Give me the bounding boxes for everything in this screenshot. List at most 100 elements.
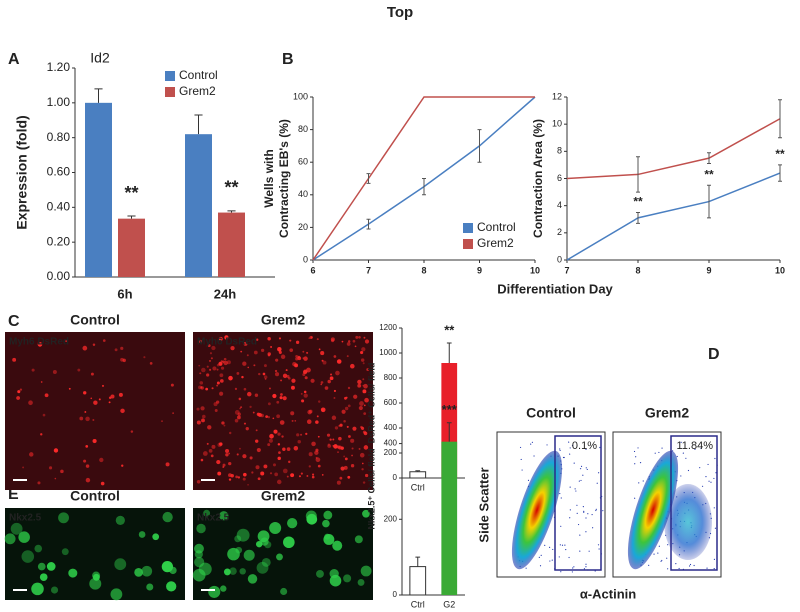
cell — [363, 412, 367, 416]
event — [560, 571, 562, 573]
cell — [31, 368, 35, 372]
cell — [321, 474, 324, 476]
event — [634, 497, 636, 499]
cell — [294, 420, 297, 422]
cell — [351, 447, 354, 450]
cell — [39, 573, 48, 581]
x-axis-title: α-Actinin — [580, 586, 636, 601]
cell — [236, 453, 239, 456]
event — [658, 545, 660, 547]
y-tick-label: 0.40 — [47, 200, 71, 214]
cell — [211, 444, 216, 449]
cell — [223, 360, 228, 366]
image-label: Nkx2.5 — [9, 513, 42, 524]
event — [533, 455, 535, 457]
cell — [149, 362, 153, 365]
cell — [251, 471, 254, 474]
cell — [200, 386, 203, 389]
cell — [198, 339, 202, 343]
cell — [79, 416, 84, 421]
cell — [353, 394, 358, 399]
event — [657, 552, 659, 554]
error-bar — [227, 210, 236, 213]
cell — [254, 393, 259, 397]
cell — [230, 345, 235, 351]
cell — [337, 451, 339, 453]
annotation: ** — [124, 183, 138, 203]
event — [688, 565, 691, 567]
cell — [316, 415, 319, 418]
cell — [198, 364, 201, 367]
cell — [347, 404, 351, 408]
cell — [296, 433, 300, 437]
cell — [219, 373, 224, 378]
cell — [343, 574, 352, 583]
cell — [216, 368, 219, 371]
cell — [219, 391, 224, 396]
cell — [210, 357, 213, 360]
cell — [118, 392, 123, 397]
cell — [208, 448, 213, 453]
image-title: Control — [70, 488, 120, 504]
event — [660, 560, 662, 562]
legend-swatch — [463, 239, 473, 249]
cell — [339, 476, 343, 480]
cell — [329, 376, 334, 381]
cell — [256, 561, 269, 574]
cell — [18, 531, 30, 543]
x-tick-label: 8 — [421, 265, 426, 275]
x-tick-label: 8 — [635, 265, 640, 275]
cell — [333, 389, 336, 393]
cell — [311, 475, 315, 479]
y-tick-label: 200 — [384, 514, 398, 523]
micrograph — [193, 508, 373, 600]
cell — [260, 348, 265, 353]
plot-title: Grem2 — [645, 405, 690, 421]
bar — [409, 566, 427, 596]
y-tick-label: 8 — [557, 146, 562, 156]
cell — [262, 372, 266, 376]
cell — [211, 387, 214, 390]
event — [580, 479, 582, 482]
y-axis-title: Wells with — [262, 149, 276, 207]
cell — [209, 359, 211, 362]
cell — [92, 438, 97, 444]
cell — [22, 466, 25, 469]
error-bar — [94, 88, 103, 103]
cell — [279, 396, 283, 400]
gate — [554, 435, 602, 571]
event — [582, 506, 584, 508]
cell — [54, 477, 57, 480]
y-tick-label: 200 — [384, 448, 398, 457]
x-tick-label: 6 — [310, 265, 315, 275]
cell — [246, 354, 249, 357]
cell — [276, 479, 282, 485]
gate-label: 0.1% — [572, 440, 597, 452]
cell — [224, 335, 229, 340]
cell — [83, 459, 87, 463]
population — [627, 450, 679, 570]
error-bar — [366, 218, 371, 230]
cell — [199, 381, 204, 385]
cell — [108, 401, 111, 404]
legend-label: Grem2 — [477, 236, 514, 250]
event — [558, 556, 560, 558]
cell — [322, 519, 330, 528]
cell — [89, 577, 102, 590]
cell — [350, 438, 355, 443]
cell — [277, 432, 281, 436]
y-tick-label: 100 — [293, 91, 308, 101]
cell — [360, 426, 365, 430]
cell — [289, 339, 292, 342]
cell — [354, 535, 363, 544]
cell — [242, 477, 246, 481]
line — [566, 118, 781, 180]
cell — [210, 454, 214, 458]
event — [689, 563, 692, 566]
event — [569, 447, 571, 449]
cell — [366, 368, 370, 372]
cell — [308, 452, 313, 457]
event — [588, 550, 590, 552]
cell — [227, 547, 240, 561]
cell — [357, 379, 362, 385]
